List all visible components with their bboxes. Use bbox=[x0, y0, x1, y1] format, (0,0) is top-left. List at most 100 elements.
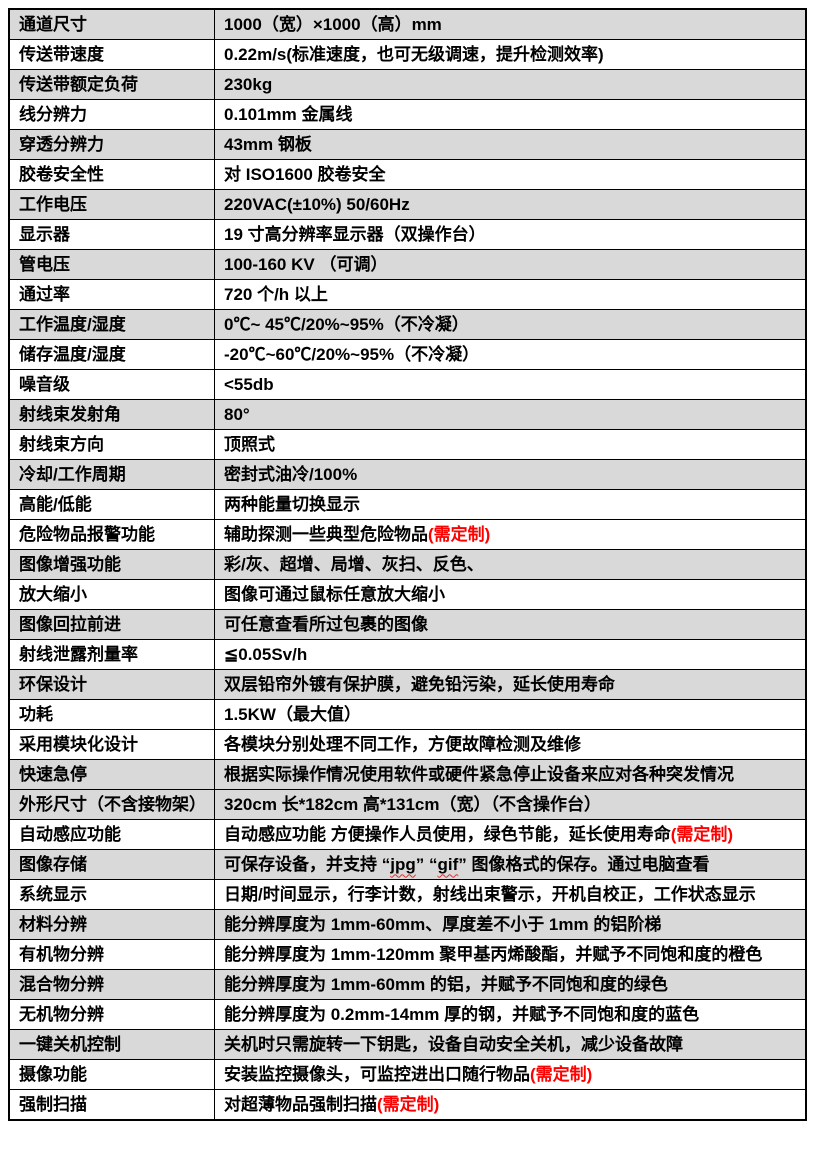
table-row: 储存温度/湿度 -20℃~60℃/20%~95%（不冷凝） bbox=[8, 339, 807, 370]
spec-value: 0.101mm 金属线 bbox=[214, 99, 807, 130]
spec-value: 320cm 长*182cm 高*131cm（宽）（不含操作台） bbox=[214, 789, 807, 820]
spec-label: 冷却/工作周期 bbox=[8, 459, 215, 490]
spec-value-text: 0.101mm 金属线 bbox=[224, 104, 353, 124]
spec-value: 可保存设备，并支持 “jpg” “gif” 图像格式的保存。通过电脑查看 bbox=[214, 849, 807, 880]
spec-value-text: <55db bbox=[224, 374, 274, 394]
spec-value: 80° bbox=[214, 399, 807, 430]
spec-label: 图像回拉前进 bbox=[8, 609, 215, 640]
spec-label: 强制扫描 bbox=[8, 1089, 215, 1121]
spec-value-text: 220VAC(±10%) 50/60Hz bbox=[224, 194, 410, 214]
custom-required-note: (需定制) bbox=[377, 1094, 440, 1114]
table-row: 系统显示 日期/时间显示，行李计数，射线出束警示，开机自校正，工作状态显示 bbox=[8, 879, 807, 910]
table-row: 线分辨力 0.101mm 金属线 bbox=[8, 99, 807, 130]
spec-value: 根据实际操作情况使用软件或硬件紧急停止设备来应对各种突发情况 bbox=[214, 759, 807, 790]
spec-label: 危险物品报警功能 bbox=[8, 519, 215, 550]
table-row: 材料分辨 能分辨厚度为 1mm-60mm、厚度差不小于 1mm 的铝阶梯 bbox=[8, 909, 807, 940]
spec-label: 一键关机控制 bbox=[8, 1029, 215, 1060]
spec-label: 显示器 bbox=[8, 219, 215, 250]
spec-label: 线分辨力 bbox=[8, 99, 215, 130]
spec-label: 材料分辨 bbox=[8, 909, 215, 940]
spec-value: 各模块分别处理不同工作，方便故障检测及维修 bbox=[214, 729, 807, 760]
spec-label: 胶卷安全性 bbox=[8, 159, 215, 190]
spec-value-text: 能分辨厚度为 0.2mm-14mm 厚的钢，并赋予不同饱和度的蓝色 bbox=[224, 1004, 700, 1024]
spec-label: 高能/低能 bbox=[8, 489, 215, 520]
spec-value-text: 彩/灰、超增、局增、灰扫、反色、 bbox=[224, 554, 484, 574]
table-row: 放大缩小 图像可通过鼠标任意放大缩小 bbox=[8, 579, 807, 610]
spec-label: 工作电压 bbox=[8, 189, 215, 220]
spec-value-text: 能分辨厚度为 1mm-120mm 聚甲基丙烯酸酯，并赋予不同饱和度的橙色 bbox=[224, 944, 763, 964]
spec-label: 放大缩小 bbox=[8, 579, 215, 610]
spec-value: -20℃~60℃/20%~95%（不冷凝） bbox=[214, 339, 807, 370]
spec-label: 传送带额定负荷 bbox=[8, 69, 215, 100]
spec-value: 100-160 KV （可调） bbox=[214, 249, 807, 280]
table-row: 自动感应功能 自动感应功能 方便操作人员使用，绿色节能，延长使用寿命(需定制) bbox=[8, 819, 807, 850]
table-row: 射线束发射角 80° bbox=[8, 399, 807, 430]
spec-value-text: 自动感应功能 方便操作人员使用，绿色节能，延长使用寿命 bbox=[224, 824, 671, 844]
spec-value: 220VAC(±10%) 50/60Hz bbox=[214, 189, 807, 220]
table-row: 图像增强功能 彩/灰、超增、局增、灰扫、反色、 bbox=[8, 549, 807, 580]
spec-label: 快速急停 bbox=[8, 759, 215, 790]
spec-value: 对 ISO1600 胶卷安全 bbox=[214, 159, 807, 190]
spec-value-text: 两种能量切换显示 bbox=[224, 494, 360, 514]
spec-value: 顶照式 bbox=[214, 429, 807, 460]
spec-value-text: 密封式油冷/100% bbox=[224, 464, 358, 484]
table-row: 危险物品报警功能 辅助探测一些典型危险物品(需定制) bbox=[8, 519, 807, 550]
spec-value: 230kg bbox=[214, 69, 807, 100]
table-row: 工作电压 220VAC(±10%) 50/60Hz bbox=[8, 189, 807, 220]
spec-value-text: 80° bbox=[224, 404, 250, 424]
spec-value: 密封式油冷/100% bbox=[214, 459, 807, 490]
table-row: 混合物分辨 能分辨厚度为 1mm-60mm 的铝，并赋予不同饱和度的绿色 bbox=[8, 969, 807, 1000]
spec-value: 19 寸高分辨率显示器（双操作台） bbox=[214, 219, 807, 250]
spec-label: 无机物分辨 bbox=[8, 999, 215, 1030]
spec-label: 噪音级 bbox=[8, 369, 215, 400]
spec-value: 能分辨厚度为 1mm-120mm 聚甲基丙烯酸酯，并赋予不同饱和度的橙色 bbox=[214, 939, 807, 970]
table-row: 快速急停 根据实际操作情况使用软件或硬件紧急停止设备来应对各种突发情况 bbox=[8, 759, 807, 790]
table-row: 传送带额定负荷 230kg bbox=[8, 69, 807, 100]
table-row: 传送带速度 0.22m/s(标准速度，也可无级调速，提升检测效率) bbox=[8, 39, 807, 70]
spec-value-text: 对 ISO1600 胶卷安全 bbox=[224, 164, 386, 184]
spec-value: 安装监控摄像头，可监控进出口随行物品(需定制) bbox=[214, 1059, 807, 1090]
spec-label: 射线束发射角 bbox=[8, 399, 215, 430]
spec-value: 自动感应功能 方便操作人员使用，绿色节能，延长使用寿命(需定制) bbox=[214, 819, 807, 850]
spec-value-text: 各模块分别处理不同工作，方便故障检测及维修 bbox=[224, 734, 581, 754]
table-row: 环保设计 双层铅帘外镀有保护膜，避免铅污染，延长使用寿命 bbox=[8, 669, 807, 700]
spec-label: 摄像功能 bbox=[8, 1059, 215, 1090]
spec-value-text: 顶照式 bbox=[224, 434, 275, 454]
spec-value: 1.5KW（最大值） bbox=[214, 699, 807, 730]
spec-label: 系统显示 bbox=[8, 879, 215, 910]
spec-value: 关机时只需旋转一下钥匙，设备自动安全关机，减少设备故障 bbox=[214, 1029, 807, 1060]
spec-label: 图像增强功能 bbox=[8, 549, 215, 580]
spec-value: 能分辨厚度为 1mm-60mm、厚度差不小于 1mm 的铝阶梯 bbox=[214, 909, 807, 940]
table-row: 图像存储 可保存设备，并支持 “jpg” “gif” 图像格式的保存。通过电脑查看 bbox=[8, 849, 807, 880]
spec-value: ≦0.05Sv/h bbox=[214, 639, 807, 670]
spec-value-text: 可任意查看所过包裹的图像 bbox=[224, 614, 428, 634]
spec-value: 可任意查看所过包裹的图像 bbox=[214, 609, 807, 640]
custom-required-note: (需定制) bbox=[428, 524, 491, 544]
table-row: 有机物分辨 能分辨厚度为 1mm-120mm 聚甲基丙烯酸酯，并赋予不同饱和度的橙… bbox=[8, 939, 807, 970]
spec-label: 外形尺寸（不含接物架） bbox=[8, 789, 215, 820]
spec-value: 双层铅帘外镀有保护膜，避免铅污染，延长使用寿命 bbox=[214, 669, 807, 700]
spec-value-text: 1000（宽）×1000（高）mm bbox=[224, 14, 442, 34]
spec-label: 自动感应功能 bbox=[8, 819, 215, 850]
table-row: 穿透分辨力 43mm 钢板 bbox=[8, 129, 807, 160]
spec-value-text: 图像可通过鼠标任意放大缩小 bbox=[224, 584, 445, 604]
misspelled-word: gif bbox=[437, 854, 459, 874]
table-row: 高能/低能 两种能量切换显示 bbox=[8, 489, 807, 520]
spec-value-text: 720 个/h 以上 bbox=[224, 284, 328, 304]
spec-label: 采用模块化设计 bbox=[8, 729, 215, 760]
custom-required-note: (需定制) bbox=[670, 824, 734, 844]
spec-value: 能分辨厚度为 1mm-60mm 的铝，并赋予不同饱和度的绿色 bbox=[214, 969, 807, 1000]
table-row: 采用模块化设计 各模块分别处理不同工作，方便故障检测及维修 bbox=[8, 729, 807, 760]
spec-value: 图像可通过鼠标任意放大缩小 bbox=[214, 579, 807, 610]
spec-value: 0℃~ 45℃/20%~95%（不冷凝） bbox=[214, 309, 807, 340]
spec-label: 射线泄露剂量率 bbox=[8, 639, 215, 670]
spec-value-text: 43mm 钢板 bbox=[224, 134, 312, 154]
spec-value: 43mm 钢板 bbox=[214, 129, 807, 160]
spec-value-text: 对超薄物品强制扫描 bbox=[224, 1094, 377, 1114]
spec-label: 储存温度/湿度 bbox=[8, 339, 215, 370]
table-row: 显示器 19 寸高分辨率显示器（双操作台） bbox=[8, 219, 807, 250]
table-row: 外形尺寸（不含接物架） 320cm 长*182cm 高*131cm（宽）（不含操作… bbox=[8, 789, 807, 820]
table-row: 通过率 720 个/h 以上 bbox=[8, 279, 807, 310]
spec-value-text: 可保存设备，并支持 “ bbox=[224, 854, 391, 874]
